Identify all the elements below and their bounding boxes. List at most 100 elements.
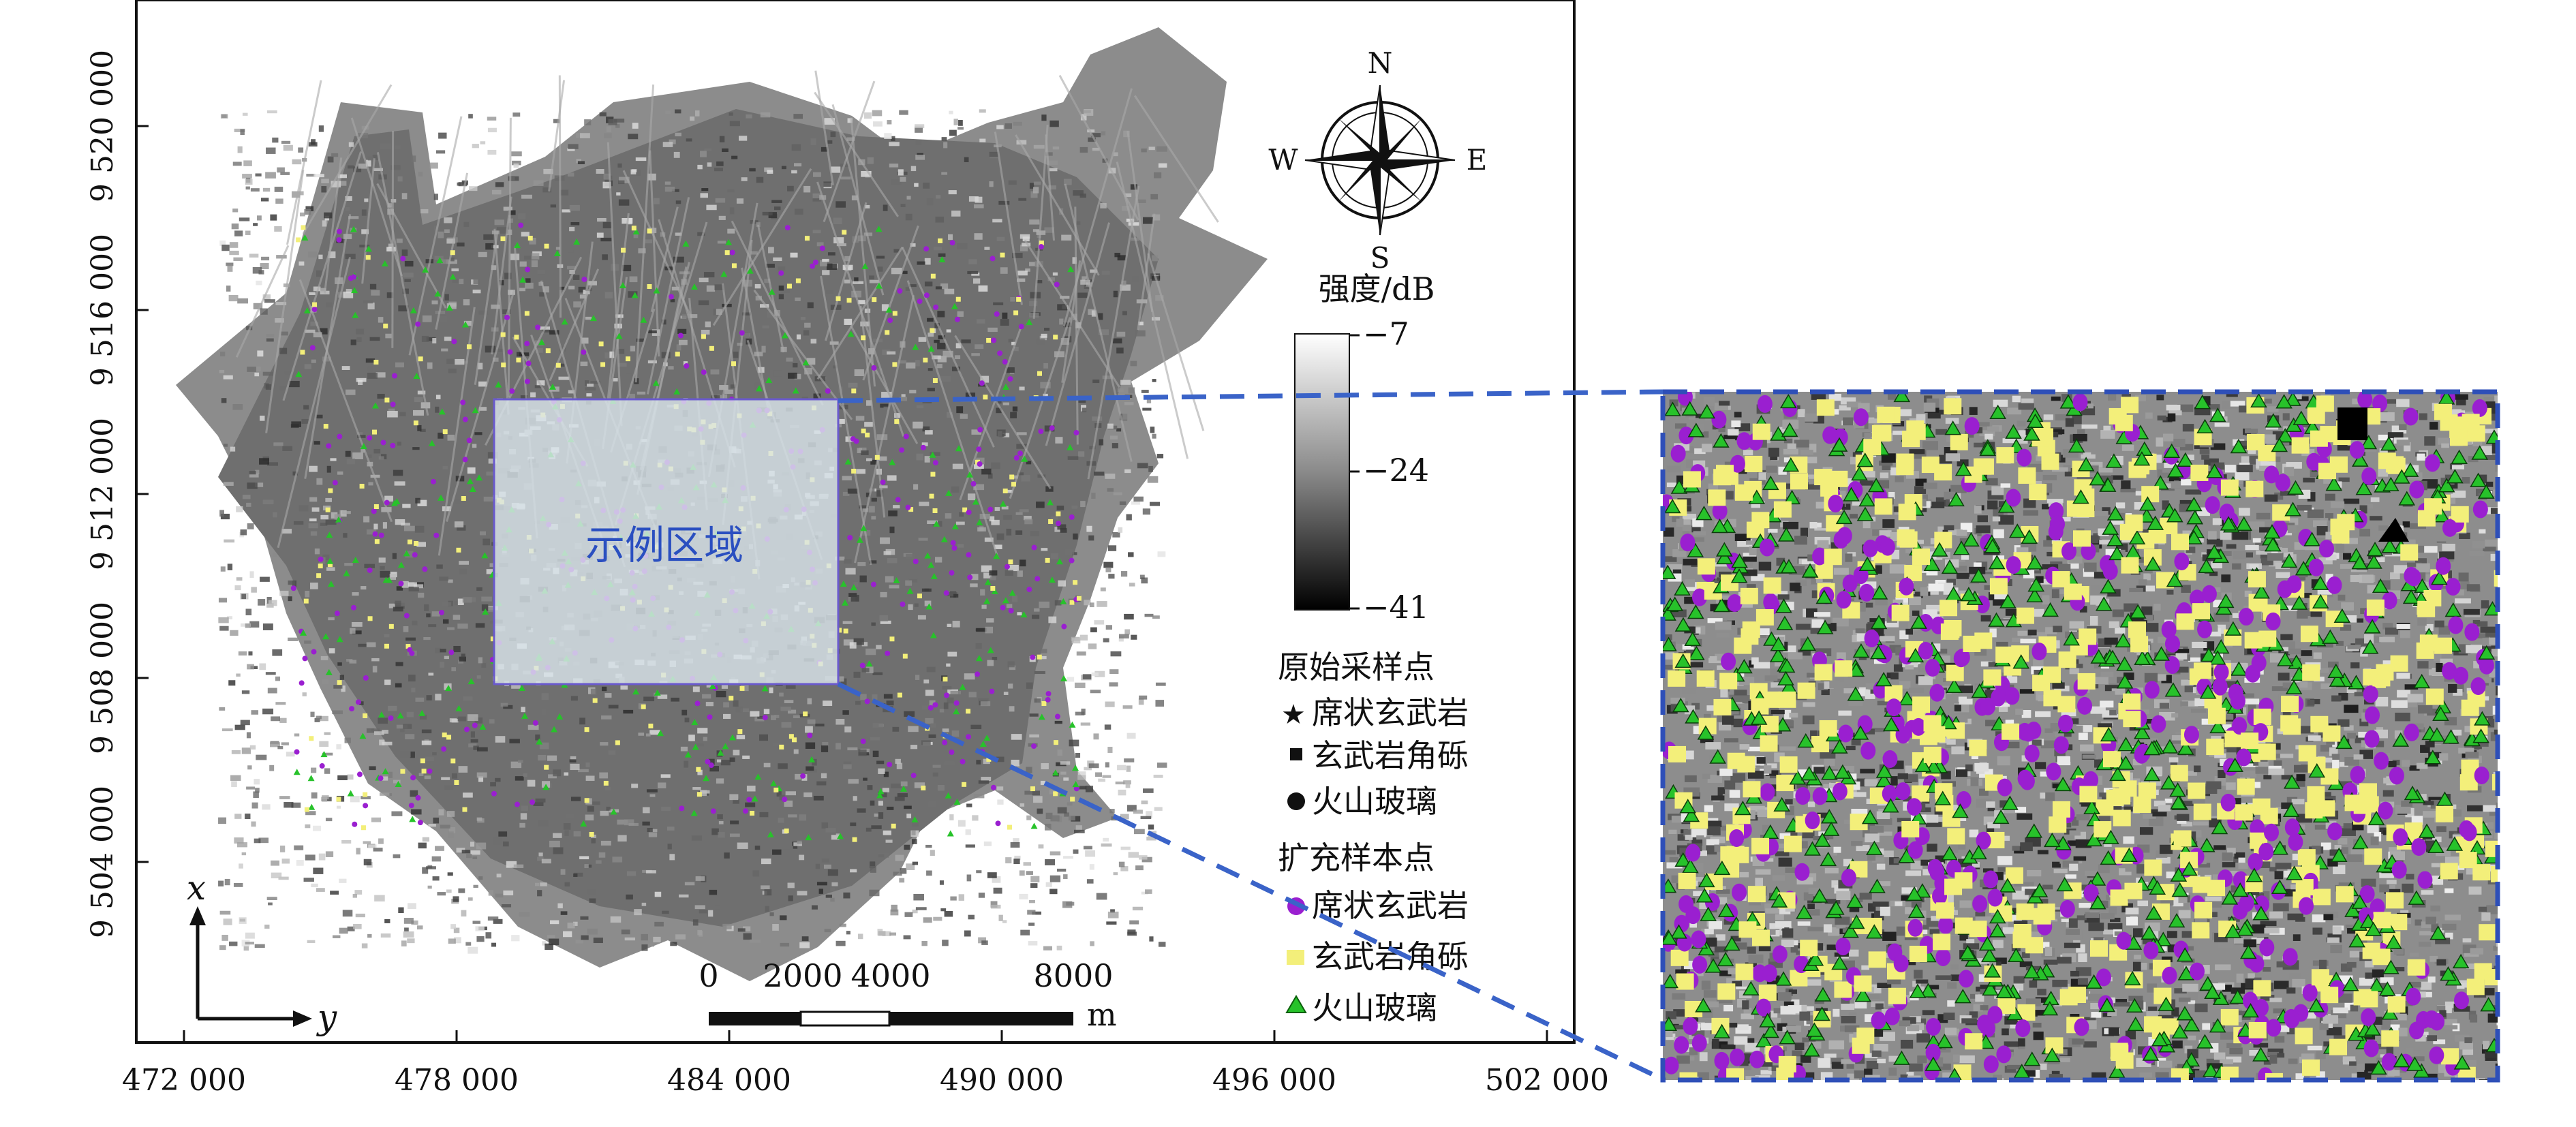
sample-point-purple <box>448 649 455 655</box>
inset-point-green <box>2284 392 2301 406</box>
x-tick-label: 502 000 <box>1485 1063 1609 1098</box>
sample-point-purple <box>887 761 893 767</box>
sample-point-yellow <box>621 247 626 253</box>
inset-point-purple <box>2017 769 2033 788</box>
inset-point-green <box>1801 563 1819 578</box>
inset-point-yellow <box>2012 931 2031 948</box>
sample-point-purple <box>850 436 856 442</box>
sample-point-yellow <box>962 782 967 787</box>
sample-point-purple <box>800 773 806 779</box>
inset-point-green <box>1770 426 1787 441</box>
inset-point-yellow <box>2194 901 2213 918</box>
sample-point-green <box>972 498 979 505</box>
inset-point-green <box>2286 865 2303 880</box>
inset-point-yellow <box>1969 739 1987 756</box>
inset-point-purple <box>1884 1007 1900 1025</box>
inset-point-green <box>2402 462 2419 477</box>
sample-point-yellow <box>388 623 394 629</box>
inset-point-green <box>2200 647 2218 662</box>
inset-point-purple <box>2074 1018 2089 1036</box>
inset-point-green <box>1944 420 1961 435</box>
inset-point-yellow <box>1778 691 1796 708</box>
sample-point-yellow <box>788 734 794 739</box>
inset-point-green <box>2365 554 2382 569</box>
inset-point-yellow <box>1800 940 1818 957</box>
inset-point-purple <box>1757 395 1773 413</box>
inset-point-purple <box>1736 432 1752 450</box>
sample-point-green <box>434 290 442 297</box>
inset-point-green <box>1882 716 1900 732</box>
sample-point-purple <box>378 532 384 538</box>
inset-point-purple <box>2049 502 2064 521</box>
sample-point-yellow <box>1048 519 1054 524</box>
inset-point-green <box>1989 923 2006 938</box>
inset-point-yellow <box>1668 670 1686 687</box>
sample-point-green <box>301 234 309 241</box>
sample-point-purple <box>976 446 982 452</box>
inset-point-purple <box>1907 918 1923 937</box>
sample-point-purple <box>336 228 342 234</box>
inset-point-green <box>1775 971 1792 986</box>
sample-point-purple <box>812 259 818 265</box>
inset-point-purple <box>2102 562 2118 581</box>
inset-point-yellow <box>1747 886 1766 903</box>
sample-point-yellow <box>647 283 652 289</box>
inset-point-green <box>2059 394 2077 409</box>
inset-point-green <box>2275 394 2293 409</box>
inset-point-purple <box>1972 895 1988 913</box>
inset-point-green <box>1931 542 1948 557</box>
inset-point-green <box>1777 527 1795 542</box>
inset-point-green <box>1775 598 1792 613</box>
sample-point-yellow <box>843 628 848 634</box>
sample-point-yellow <box>418 356 423 362</box>
sample-point-yellow <box>1009 474 1015 480</box>
inset-point-green <box>2348 675 2365 690</box>
inset-point-green <box>1948 491 1965 507</box>
inset-point-yellow <box>1852 1037 1870 1054</box>
y-tick-label: 9 516 000 <box>85 234 120 386</box>
inset-point-purple <box>2205 496 2220 514</box>
inset-point-yellow <box>1936 902 1954 919</box>
sample-point-purple <box>677 333 684 339</box>
sample-point-green <box>461 321 469 328</box>
inset-point-purple <box>2236 748 2252 767</box>
sample-point-purple <box>433 532 440 538</box>
sample-point-green <box>770 779 778 786</box>
sample-point-green <box>472 407 479 414</box>
sample-point-green <box>455 705 463 711</box>
inset-point-green <box>2005 424 2022 439</box>
inset-point-green <box>1800 766 1818 781</box>
inset-point-yellow <box>2049 816 2067 833</box>
sample-point-green <box>755 385 763 392</box>
inset-point-yellow <box>1778 1055 1796 1072</box>
inset-point-purple <box>2212 677 2228 696</box>
inset-point-yellow <box>1679 1072 1698 1080</box>
x-tick-label: 478 000 <box>395 1063 519 1098</box>
inset-point-green <box>2325 476 2343 491</box>
inset-point-green <box>2209 718 2226 734</box>
sample-point-green <box>927 561 935 568</box>
inset-point-green <box>1858 556 1876 571</box>
sample-point-purple <box>975 671 981 677</box>
inset-point-green <box>2212 639 2230 654</box>
sample-point-green <box>343 570 350 576</box>
inset-point-green <box>1989 909 2006 924</box>
inset-point-purple <box>1864 630 1880 648</box>
inset-point-green <box>1851 465 1868 481</box>
sample-point-purple <box>410 775 416 781</box>
inset-point-green <box>2308 763 2326 778</box>
inset-point-green <box>1663 606 1676 621</box>
inset-point-purple <box>1835 938 1851 956</box>
sample-point-purple <box>400 256 406 262</box>
inset-point-green <box>2089 895 2106 910</box>
sample-point-yellow <box>929 493 934 499</box>
inset-point-yellow <box>2188 782 2206 799</box>
sample-point-green <box>1020 611 1028 618</box>
sample-point-green <box>847 330 855 337</box>
sample-point-green <box>1052 769 1059 776</box>
sample-point-yellow <box>1008 559 1013 565</box>
sample-point-green <box>410 307 417 313</box>
sample-point-purple <box>729 249 735 256</box>
inset-point-green <box>1663 930 1678 945</box>
inset-point-yellow <box>2052 801 2070 818</box>
